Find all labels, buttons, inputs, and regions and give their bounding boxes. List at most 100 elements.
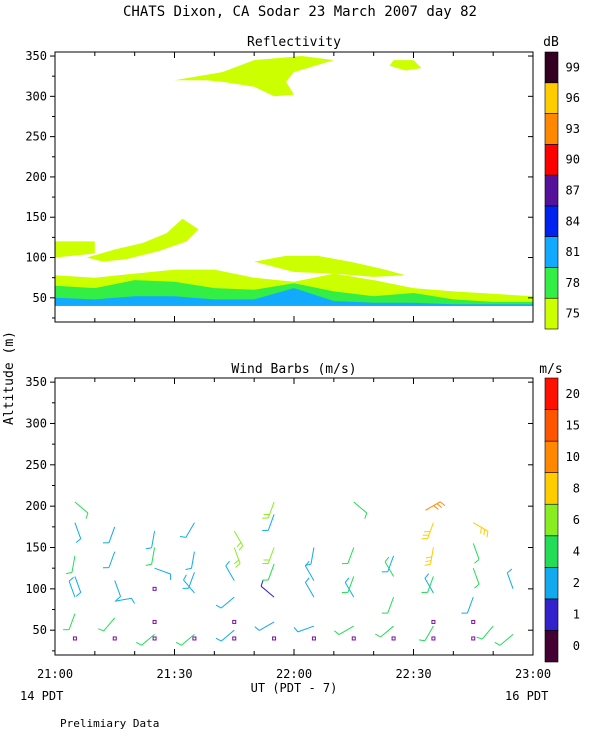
colorbar-label: 93 — [566, 122, 580, 136]
wind-barb-flag — [215, 637, 222, 642]
wind-barb — [68, 580, 76, 598]
wind-barb — [188, 572, 195, 589]
wind-barb — [190, 551, 195, 569]
wind-barb-flag — [506, 568, 513, 574]
wind-barb — [499, 633, 514, 646]
wind-barb-flag — [260, 580, 264, 587]
wind-barb — [427, 576, 434, 593]
colorbar-band — [544, 113, 559, 145]
colorbar-band — [544, 535, 559, 568]
colorbar-band — [544, 472, 559, 505]
wind-barb-flag — [179, 535, 186, 538]
wind-barb-flag — [418, 639, 425, 642]
wind-barb-flag — [375, 633, 381, 638]
colorbar-label: 90 — [566, 153, 580, 167]
wind-barb-flag — [424, 563, 431, 566]
wind-barbs-title: Wind Barbs (m/s) — [231, 362, 356, 377]
colorbar-label: 15 — [566, 418, 580, 432]
wind-barb — [74, 576, 82, 593]
colorbar-band — [544, 174, 559, 207]
calm-marker — [471, 636, 476, 641]
wind-barb-flag — [483, 529, 486, 536]
wind-barb — [220, 596, 235, 609]
wind-barb — [114, 597, 132, 602]
footer-note: Prelimiary Data — [60, 717, 159, 730]
colorbar-label: 81 — [566, 245, 580, 259]
wind-barb-flag — [439, 501, 446, 506]
wind-barb-flag — [175, 641, 182, 646]
wind-barb — [259, 621, 275, 631]
colorbar-band — [544, 630, 559, 663]
wind-barb — [151, 530, 156, 548]
wind-barb — [380, 625, 394, 638]
wind-barb-flag — [433, 505, 439, 510]
x-tick-label: 22:00 — [276, 667, 312, 681]
wind-barb — [108, 526, 116, 543]
wind-barb-flag — [334, 630, 340, 635]
y-tick-label: 100 — [25, 582, 47, 596]
wind-barb-flag — [304, 563, 312, 566]
calm-marker — [272, 636, 277, 641]
wind-barb — [304, 582, 315, 598]
calm-marker — [232, 619, 237, 624]
wind-colorbar-unit: m/s — [539, 362, 562, 377]
x-tick-label: 23:00 — [515, 667, 551, 681]
calm-marker — [152, 619, 157, 624]
wind-barb-flag — [480, 527, 482, 534]
colorbar-band — [544, 377, 559, 410]
colorbar-band — [544, 503, 559, 537]
calm-marker — [192, 636, 197, 641]
colorbar-label: 2 — [573, 576, 580, 590]
wind-barb — [114, 580, 122, 597]
wind-barb — [424, 578, 434, 594]
colorbar-band — [544, 598, 559, 631]
wind-barb-flag — [131, 598, 135, 604]
colorbar-band — [544, 82, 559, 114]
x-right-note: 16 PDT — [505, 689, 548, 703]
colorbar-band — [544, 267, 559, 299]
y-tick-label: 150 — [25, 541, 47, 555]
wind-barb — [338, 625, 354, 635]
x-axis-label: UT (PDT - 7) — [251, 681, 338, 695]
wind-barb-flag — [238, 545, 244, 551]
colorbar-band — [544, 236, 559, 268]
x-left-note: 14 PDT — [20, 689, 63, 703]
wind-barb-flag — [185, 567, 192, 570]
wind-barb — [481, 625, 494, 640]
calm-marker — [152, 586, 157, 591]
colorbar-label: 84 — [566, 214, 580, 228]
wind-barb-flag — [225, 560, 230, 567]
wind-barb — [151, 547, 156, 565]
colorbar-band — [544, 440, 559, 473]
wind-barb — [297, 625, 315, 633]
wind-barb — [472, 568, 480, 585]
wind-barb-flag — [424, 573, 430, 579]
wind-barb — [181, 633, 195, 646]
contour-75 — [254, 255, 406, 277]
y-tick-label: 350 — [25, 375, 47, 389]
calm-marker — [391, 636, 396, 641]
y-tick-label: 250 — [25, 458, 47, 472]
wind-barb — [267, 514, 275, 531]
wind-barb-flag — [215, 604, 222, 609]
wind-barb — [74, 501, 89, 514]
wind-barb-flag — [65, 572, 73, 575]
wind-barb-flag — [474, 558, 480, 564]
calm-marker — [232, 636, 237, 641]
reflectivity-colorbar-unit: dB — [543, 35, 559, 50]
wind-barb-flag — [425, 560, 432, 563]
y-tick-label: 300 — [25, 89, 47, 103]
colorbar-label: 20 — [566, 387, 580, 401]
colorbar-label: 99 — [566, 60, 580, 74]
colorbar-label: 75 — [566, 307, 580, 321]
contour-75 — [86, 218, 199, 262]
calm-marker — [431, 619, 436, 624]
contour-81 — [55, 288, 533, 306]
colorbar-band — [544, 567, 559, 600]
y-tick-label: 150 — [25, 210, 47, 224]
wind-barb — [472, 543, 480, 560]
calm-marker — [351, 636, 356, 641]
wind-barb-flag — [254, 626, 260, 631]
wind-barb-flag — [145, 547, 152, 550]
